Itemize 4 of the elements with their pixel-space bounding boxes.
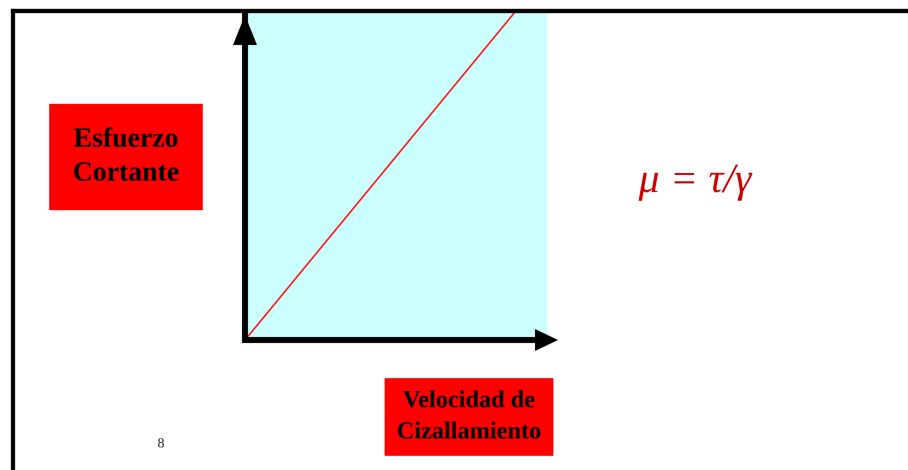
- y-axis-title: Esfuerzo Cortante: [74, 127, 179, 181]
- x-axis-title: Velocidad de Cizallamiento: [398, 390, 540, 439]
- text: 8: [158, 438, 164, 448]
- annotation: μ = τ/γ: [638, 164, 752, 201]
